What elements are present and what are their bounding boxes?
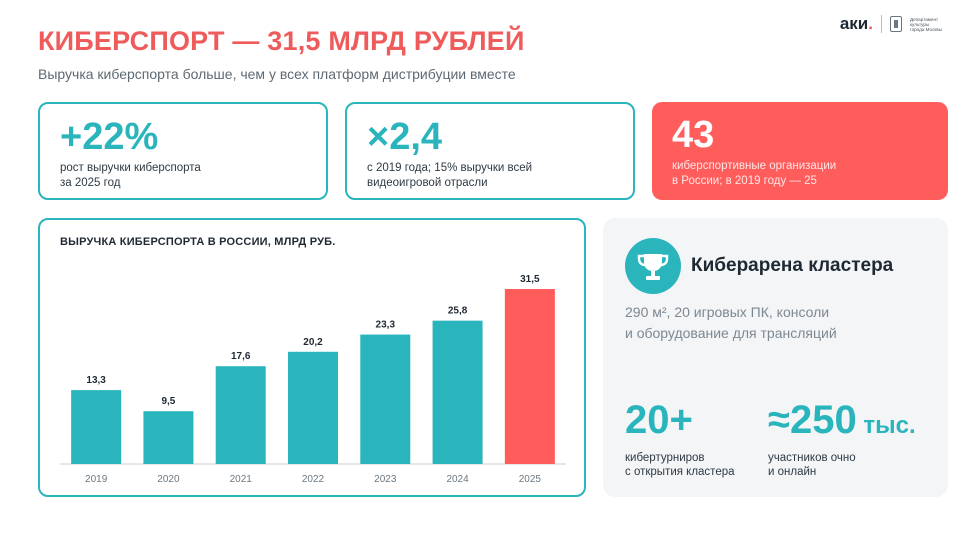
stat-value: 43 [672,114,715,156]
x-tick-2024: 2024 [446,474,469,485]
page-subtitle: Выручка киберспорта больше, чем у всех п… [38,66,516,82]
data-label-2024: 25,8 [448,306,468,317]
page-title: КИБЕРСПОРТ — 31,5 МЛРД РУБЛЕЙ [38,26,525,56]
participants-description: участников очно и онлайн [768,452,856,478]
stat-card-growth: +22% рост выручки киберспорта за 2025 год [38,102,328,200]
data-label-2019: 13,3 [86,375,106,386]
x-tick-2023: 2023 [374,474,397,485]
data-label-2023: 23,3 [376,320,396,331]
data-label-2021: 17,6 [231,351,251,362]
stat-description: рост выручки киберспорта за 2025 год [60,162,201,189]
tournaments-count: 20+ [625,398,693,442]
logo-caption: Департамент культуры города Москвы [910,16,943,32]
stat-description: киберспортивные организации в России; в 2… [672,160,837,187]
bar-2019 [71,390,122,464]
stat-description: с 2019 года; 15% выручки всей видеоигрово… [367,162,533,189]
stat-value: ×2,4 [367,116,443,158]
bar-2024 [432,320,483,464]
bar-2023 [360,334,411,464]
x-tick-2022: 2022 [302,474,325,485]
bar-2021 [215,366,266,464]
bar-2020 [143,411,194,464]
stat-value: +22% [60,116,159,158]
cluster-description: 290 м², 20 игровых ПК, консоли и оборудов… [625,304,837,341]
stat-card-multiplier: ×2,4 с 2019 года; 15% выручки всей видеои… [345,102,635,200]
data-label-2020: 9,5 [161,396,175,407]
bar-2022 [288,351,338,464]
x-tick-2021: 2021 [230,474,253,485]
bar-2025 [504,289,555,464]
cluster-card: Киберарена кластера 290 м², 20 игровых П… [603,218,948,497]
participants-count: ≈250 тыс. [768,398,916,442]
revenue-chart-card: ВЫРУЧКА КИБЕРСПОРТА В РОССИИ, МЛРД РУБ. … [38,218,586,497]
tournaments-description: кибертурниров с открытия кластера [625,452,735,478]
emblem-icon [890,16,902,32]
x-tick-2020: 2020 [157,474,180,485]
data-label-2025: 31,5 [520,274,540,285]
x-tick-2025: 2025 [519,474,542,485]
logo-divider [881,15,882,33]
logo-text: аки. [839,14,873,33]
cluster-title: Киберарена кластера [691,255,894,276]
chart-title: ВЫРУЧКА КИБЕРСПОРТА В РОССИИ, МЛРД РУБ. [60,236,336,248]
trophy-icon [625,238,681,294]
logo: аки. Департамент культуры города Москвы [840,14,944,34]
data-label-2022: 20,2 [303,337,323,348]
stat-card-organizations: 43 киберспортивные организации в России; … [652,102,948,200]
revenue-bar-chart: 13,3 2019 9,5 2020 17,6 2021 20,2 2022 23,3 2023 2… [60,274,566,485]
x-tick-2019: 2019 [85,474,108,485]
